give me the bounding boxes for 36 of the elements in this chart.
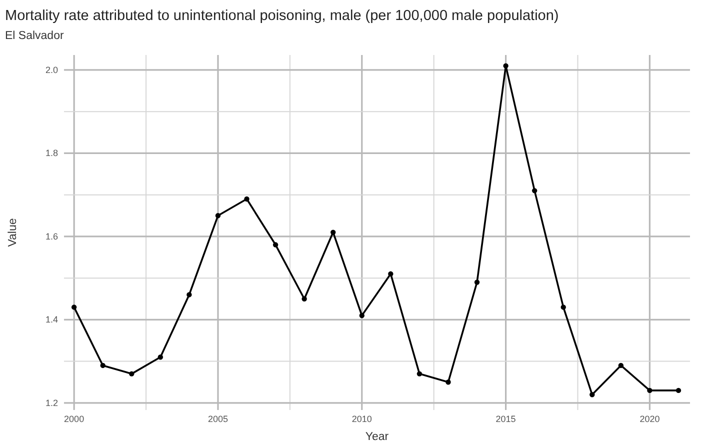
point [618, 362, 624, 368]
point [560, 304, 566, 310]
point [71, 304, 77, 310]
point [100, 362, 106, 368]
y-tick-label: 1.8 [45, 148, 58, 158]
y-tick-label: 1.2 [45, 398, 58, 408]
chart-subtitle: El Salvador [5, 30, 64, 42]
point [215, 213, 221, 218]
x-axis-title: Year [365, 431, 389, 443]
x-tick-label: 2010 [352, 414, 372, 424]
point [302, 296, 307, 302]
point [388, 271, 394, 277]
point [416, 371, 422, 376]
x-tick-label: 2015 [496, 414, 516, 424]
x-tick-label: 2020 [640, 414, 660, 424]
y-tick-label: 2.0 [45, 64, 58, 75]
point [590, 392, 595, 398]
point [186, 292, 192, 298]
point [446, 380, 451, 385]
point [647, 388, 652, 394]
point [503, 63, 508, 68]
y-tick-label: 1.4 [45, 314, 58, 325]
chart-title: Mortality rate attributed to unintentional poisoning, male (per 100,000 male population) [5, 8, 559, 24]
y-tick-label: 1.6 [45, 231, 58, 242]
point [474, 280, 480, 285]
point [244, 196, 250, 202]
point [532, 188, 538, 194]
x-tick-label: 2005 [208, 414, 228, 424]
point [676, 388, 682, 394]
point [158, 354, 164, 360]
point [272, 242, 278, 248]
point [129, 371, 134, 376]
y-axis-title: Value [7, 218, 19, 247]
x-tick-label: 2000 [64, 414, 84, 424]
point [359, 312, 364, 318]
point [330, 230, 336, 235]
